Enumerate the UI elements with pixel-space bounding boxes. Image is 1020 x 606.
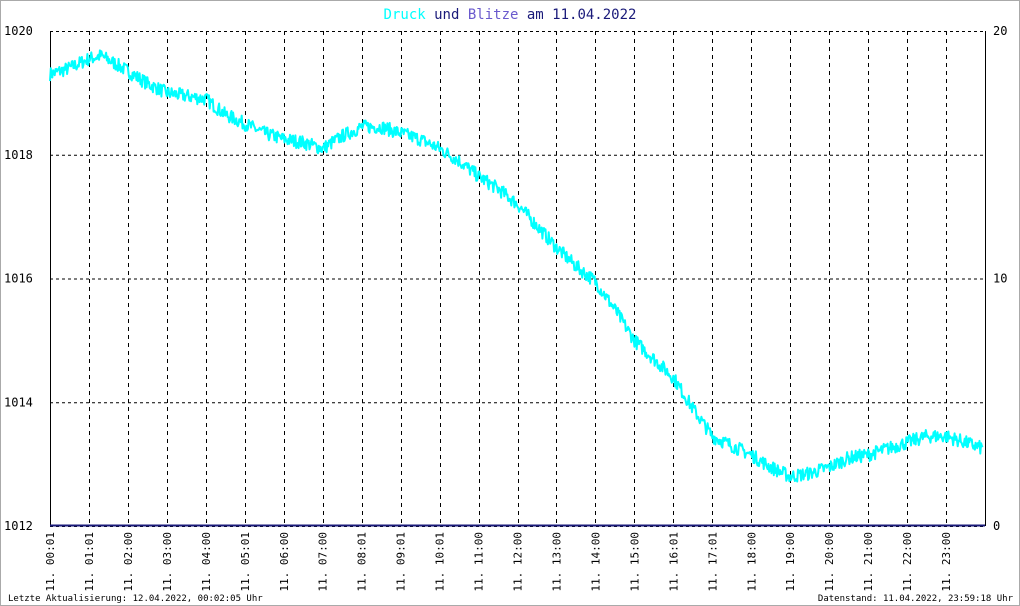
y-right-tick-label: 10 — [993, 272, 1007, 286]
x-tick-label: 11. 16:01 — [667, 532, 680, 592]
x-tick-label: 11. 03:00 — [161, 532, 174, 592]
x-tick-label: 11. 01:01 — [83, 532, 96, 592]
x-tick-label: 11. 08:01 — [356, 532, 369, 592]
title-connector: und — [426, 7, 468, 23]
x-tick-label: 11. 18:00 — [745, 532, 758, 592]
x-tick-label: 11. 15:00 — [628, 532, 641, 592]
y-axis-right-labels: 20 10 0 — [993, 24, 1007, 533]
y-left-tick-label: 1014 — [4, 395, 33, 409]
x-tick-label: 11. 02:00 — [122, 532, 135, 592]
chart-title: Druck und Blitze am 11.04.2022 — [384, 7, 637, 23]
x-tick-label: 11. 19:00 — [784, 532, 797, 592]
x-tick-label: 11. 13:00 — [550, 532, 563, 592]
y-right-tick-label: 20 — [993, 24, 1007, 38]
x-tick-label: 11. 14:00 — [589, 532, 602, 592]
x-tick-label: 11. 21:00 — [862, 532, 875, 592]
title-druck: Druck — [384, 7, 427, 23]
x-tick-label: 11. 07:00 — [317, 532, 330, 592]
x-tick-label: 11. 06:00 — [278, 532, 291, 592]
x-tick-label: 11. 05:01 — [239, 532, 252, 592]
x-tick-label: 11. 17:01 — [706, 532, 719, 592]
axes — [50, 31, 986, 526]
y-left-tick-label: 1012 — [4, 519, 33, 533]
x-tick-label: 11. 00:01 — [44, 532, 57, 592]
footer-data-status: Datenstand: 11.04.2022, 23:59:18 Uhr — [818, 594, 1014, 604]
x-tick-label: 11. 04:00 — [200, 532, 213, 592]
title-blitze: Blitze — [468, 7, 519, 23]
x-tick-label: 11. 12:00 — [512, 532, 525, 592]
footer-last-update: Letzte Aktualisierung: 12.04.2022, 00:02… — [8, 594, 263, 604]
x-tick-label: 11. 11:00 — [473, 532, 486, 592]
x-axis-labels: 11. 00:01 11. 01:01 11. 02:00 11. 03:00 11. … — [44, 532, 953, 592]
y-right-tick-label: 0 — [993, 519, 1000, 533]
x-tick-label: 11. 23:00 — [940, 532, 953, 592]
y-axis-left-labels: 1020 1018 1016 1014 1012 — [4, 24, 33, 533]
title-date: am 11.04.2022 — [518, 7, 636, 23]
series-druck-line — [49, 49, 984, 483]
series-layer — [49, 49, 985, 527]
y-left-tick-label: 1016 — [4, 272, 33, 286]
x-tick-label: 11. 22:00 — [901, 532, 914, 592]
x-tick-label: 11. 20:00 — [823, 532, 836, 592]
y-left-tick-label: 1018 — [4, 148, 33, 162]
y-left-tick-label: 1020 — [4, 24, 33, 38]
x-tick-label: 11. 09:01 — [395, 532, 408, 592]
x-tick-label: 11. 10:01 — [434, 532, 447, 592]
